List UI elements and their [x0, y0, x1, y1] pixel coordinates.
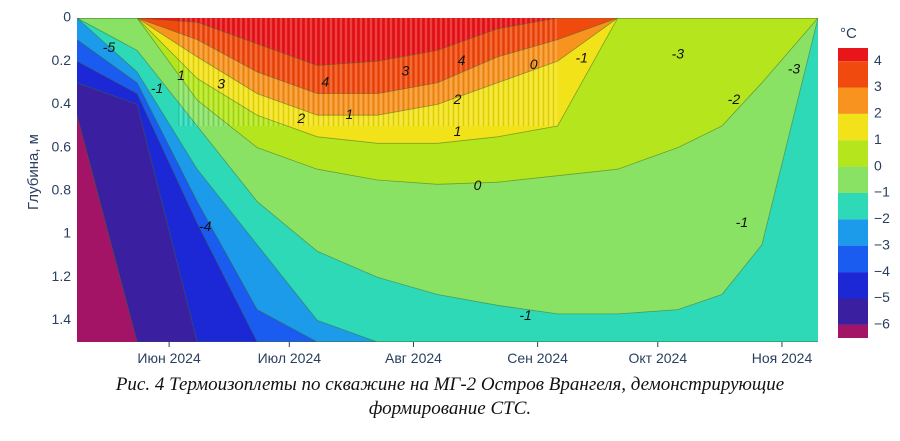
- contour-label: 4: [458, 52, 466, 68]
- contour-label: 0: [474, 177, 482, 193]
- contour-plus4: [77, 18, 818, 66]
- heatmap-chart: -5 -1 1 3 2 4 1 3 2 4 1 0 0 -1 -3 -2 -3 -1 -4 -1 0 0.2 0.4 0.6…: [25, 9, 890, 366]
- contour-plus2: [77, 18, 818, 116]
- colorbar-band: [838, 324, 868, 338]
- colorbar-band: [838, 272, 868, 299]
- contour-plus1: [77, 18, 818, 144]
- contour-minus3: [77, 39, 818, 342]
- colorbar: 4 3 2 1 0 −1 −2 −3 −4 −5 −6 °C: [838, 25, 890, 338]
- y-axis: 0 0.2 0.4 0.6 0.8 1 1.2 1.4: [52, 9, 72, 327]
- contour-label: 4: [321, 74, 329, 90]
- contour-label: -3: [788, 61, 801, 77]
- figure-caption-line-2: формирование СТС.: [368, 398, 532, 419]
- colorbar-tick-label: 0: [874, 157, 882, 173]
- contour-label: 2: [453, 91, 462, 107]
- colorbar-band: [838, 140, 868, 167]
- contour-plus3: [77, 18, 818, 94]
- contour-label: 2: [296, 110, 305, 126]
- contour-label: -1: [575, 50, 587, 66]
- contour-label: 3: [217, 76, 225, 92]
- x-tick-label: Июл 2024: [258, 350, 322, 366]
- x-tick-label: Сен 2024: [507, 350, 568, 366]
- x-tick-label: Авг 2024: [385, 350, 442, 366]
- contour-label: -1: [736, 214, 748, 230]
- contour-minus2: [77, 18, 818, 342]
- colorbar-tick-label: 3: [874, 78, 882, 94]
- colorbar-band: [838, 87, 868, 114]
- y-tick-label: 0.8: [52, 182, 72, 198]
- contour-label: -1: [151, 80, 163, 96]
- colorbar-tick-label: −4: [874, 263, 890, 279]
- colorbar-tick-label: 1: [874, 131, 882, 147]
- colorbar-band: [838, 298, 868, 325]
- contour-label: 1: [346, 106, 354, 122]
- contour-label: 0: [530, 56, 538, 72]
- contour-labels: -5 -1 1 3 2 4 1 3 2 4 1 0 0 -1 -3 -2 -3 -1 -4 -1: [103, 39, 801, 323]
- colorbar-band: [838, 48, 868, 62]
- x-tick-label: Ноя 2024: [752, 350, 813, 366]
- contour-label: 1: [454, 123, 462, 139]
- contour-minus4: [77, 60, 818, 342]
- contour-label: -1: [519, 307, 531, 323]
- colorbar-tick-label: −2: [874, 210, 890, 226]
- y-tick-label: 1.4: [52, 311, 72, 327]
- y-tick-label: 1: [63, 225, 71, 241]
- contour-lines: [77, 18, 818, 342]
- colorbar-band: [838, 245, 868, 273]
- contour-label: -2: [728, 91, 741, 107]
- surface-stripes: [177, 18, 558, 126]
- colorbar-tick-label: −3: [874, 236, 890, 252]
- contour-minus1: [77, 18, 818, 315]
- x-tick-label: Окт 2024: [628, 350, 687, 366]
- y-tick-label: 0.4: [52, 95, 72, 111]
- contour-label: -5: [103, 39, 116, 55]
- colorbar-tick-label: 2: [874, 105, 882, 121]
- contour-label: 1: [177, 67, 185, 83]
- contour-label: -3: [672, 45, 685, 61]
- x-axis: Июн 2024 Июл 2024 Авг 2024 Сен 2024 Окт 2024…: [137, 342, 812, 366]
- y-tick-label: 0.2: [52, 52, 72, 68]
- y-tick-label: 0: [63, 9, 71, 25]
- colorbar-tick-label: −5: [874, 289, 890, 305]
- figure-caption-line-1: Рис. 4 Термоизоплеты по скважине на МГ-2…: [115, 374, 785, 395]
- y-tick-label: 0.6: [52, 138, 72, 154]
- colorbar-title: °C: [840, 25, 857, 42]
- contour-label: 3: [402, 63, 410, 79]
- y-axis-title: Глубина, м: [25, 134, 42, 210]
- plot-area: [77, 18, 818, 342]
- colorbar-tick-label: 4: [874, 52, 882, 68]
- y-tick-label: 1.2: [52, 268, 72, 284]
- contour-label: -4: [199, 218, 212, 234]
- colorbar-band: [838, 219, 868, 246]
- colorbar-band: [838, 61, 868, 88]
- colorbar-band: [838, 166, 868, 193]
- x-tick-label: Июн 2024: [137, 350, 201, 366]
- colorbar-band: [838, 113, 868, 141]
- colorbar-tick-label: −1: [874, 184, 890, 200]
- colorbar-tick-label: −6: [874, 316, 890, 332]
- contour-zero: [77, 18, 818, 185]
- colorbar-band: [838, 193, 868, 220]
